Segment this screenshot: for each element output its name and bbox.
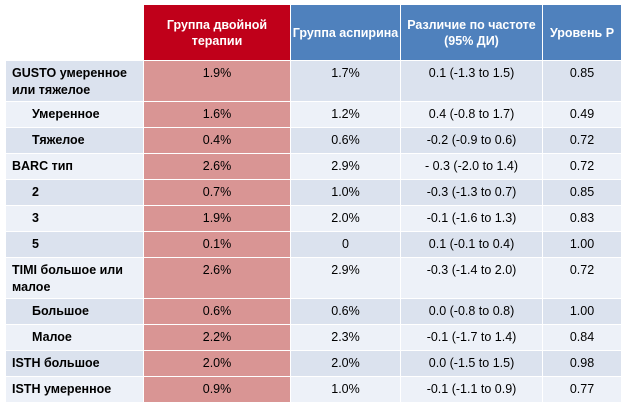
table-row: ISTH умеренное 0.9% 1.0% -0.1 (-1.1 to 0… (5, 376, 622, 403)
row-label: ISTH большое (5, 350, 144, 377)
cell-difference: 0.0 (-0.8 to 0.8) (400, 298, 543, 325)
header-row: Группа двойной терапии Группа аспирина Р… (5, 4, 622, 61)
table-row: GUSTO умеренное или тяжелое 1.9% 1.7% 0.… (5, 60, 622, 102)
cell-dual: 0.6% (143, 298, 291, 325)
cell-p-value: 0.77 (542, 376, 622, 403)
cell-difference: 0.1 (-1.3 to 1.5) (400, 60, 543, 102)
cell-aspirin: 1.2% (290, 101, 401, 128)
cell-difference: -0.3 (-1.3 to 0.7) (400, 179, 543, 206)
header-aspirin: Группа аспирина (290, 4, 401, 61)
table-row: 2 0.7% 1.0% -0.3 (-1.3 to 0.7) 0.85 (5, 179, 622, 206)
row-label: TIMI большое или малое (5, 257, 144, 299)
cell-dual: 0.7% (143, 179, 291, 206)
row-label: ISTH умеренное (5, 376, 144, 403)
cell-p-value: 0.84 (542, 324, 622, 351)
cell-aspirin: 1.0% (290, 179, 401, 206)
header-difference: Различие по частоте (95% ДИ) (400, 4, 543, 61)
table-row: Умеренное 1.6% 1.2% 0.4 (-0.8 to 1.7) 0.… (5, 101, 622, 128)
row-label: BARC тип (5, 153, 144, 180)
cell-aspirin: 0.6% (290, 298, 401, 325)
cell-aspirin: 2.0% (290, 350, 401, 377)
cell-aspirin: 2.9% (290, 257, 401, 299)
row-label: Тяжелое (5, 127, 144, 154)
cell-dual: 2.6% (143, 257, 291, 299)
cell-p-value: 1.00 (542, 298, 622, 325)
row-label: Умеренное (5, 101, 144, 128)
table-row: Тяжелое 0.4% 0.6% -0.2 (-0.9 to 0.6) 0.7… (5, 127, 622, 154)
cell-aspirin: 0 (290, 231, 401, 258)
header-p-value: Уровень P (542, 4, 622, 61)
cell-difference: 0.1 (-0.1 to 0.4) (400, 231, 543, 258)
cell-aspirin: 2.9% (290, 153, 401, 180)
cell-difference: 0.0 (-1.5 to 1.5) (400, 350, 543, 377)
row-label: Большое (5, 298, 144, 325)
table-row: BARC тип 2.6% 2.9% - 0.3 (-2.0 to 1.4) 0… (5, 153, 622, 180)
cell-difference: 0.4 (-0.8 to 1.7) (400, 101, 543, 128)
cell-difference: -0.3 (-1.4 to 2.0) (400, 257, 543, 299)
table-row: 5 0.1% 0 0.1 (-0.1 to 0.4) 1.00 (5, 231, 622, 258)
cell-p-value: 0.72 (542, 127, 622, 154)
bleeding-outcomes-table: Группа двойной терапии Группа аспирина Р… (5, 4, 622, 403)
cell-dual: 0.4% (143, 127, 291, 154)
cell-p-value: 0.72 (542, 257, 622, 299)
table-row: 3 1.9% 2.0% -0.1 (-1.6 to 1.3) 0.83 (5, 205, 622, 232)
cell-aspirin: 1.0% (290, 376, 401, 403)
cell-p-value: 1.00 (542, 231, 622, 258)
cell-difference: - 0.3 (-2.0 to 1.4) (400, 153, 543, 180)
cell-dual: 1.9% (143, 205, 291, 232)
cell-p-value: 0.98 (542, 350, 622, 377)
cell-difference: -0.1 (-1.7 to 1.4) (400, 324, 543, 351)
cell-p-value: 0.85 (542, 179, 622, 206)
cell-aspirin: 0.6% (290, 127, 401, 154)
cell-aspirin: 2.3% (290, 324, 401, 351)
cell-dual: 2.2% (143, 324, 291, 351)
cell-dual: 1.9% (143, 60, 291, 102)
cell-p-value: 0.49 (542, 101, 622, 128)
cell-dual: 2.6% (143, 153, 291, 180)
cell-difference: -0.1 (-1.6 to 1.3) (400, 205, 543, 232)
row-label: Малое (5, 324, 144, 351)
cell-aspirin: 1.7% (290, 60, 401, 102)
cell-p-value: 0.85 (542, 60, 622, 102)
table-row: Большое 0.6% 0.6% 0.0 (-0.8 to 0.8) 1.00 (5, 298, 622, 325)
table-row: Малое 2.2% 2.3% -0.1 (-1.7 to 1.4) 0.84 (5, 324, 622, 351)
row-label: 5 (5, 231, 144, 258)
cell-p-value: 0.83 (542, 205, 622, 232)
row-label: GUSTO умеренное или тяжелое (5, 60, 144, 102)
cell-difference: -0.1 (-1.1 to 0.9) (400, 376, 543, 403)
row-label: 2 (5, 179, 144, 206)
table-row: TIMI большое или малое 2.6% 2.9% -0.3 (-… (5, 257, 622, 299)
header-dual-therapy: Группа двойной терапии (143, 4, 291, 61)
cell-dual: 0.9% (143, 376, 291, 403)
cell-dual: 0.1% (143, 231, 291, 258)
cell-dual: 1.6% (143, 101, 291, 128)
cell-p-value: 0.72 (542, 153, 622, 180)
cell-difference: -0.2 (-0.9 to 0.6) (400, 127, 543, 154)
table-row: ISTH большое 2.0% 2.0% 0.0 (-1.5 to 1.5)… (5, 350, 622, 377)
row-label: 3 (5, 205, 144, 232)
cell-dual: 2.0% (143, 350, 291, 377)
cell-aspirin: 2.0% (290, 205, 401, 232)
header-label (5, 4, 144, 61)
